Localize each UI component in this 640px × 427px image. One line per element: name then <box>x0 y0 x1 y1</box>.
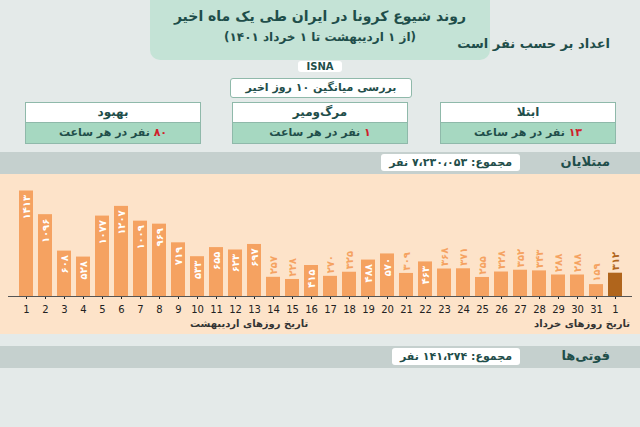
svg-text:۷۱۹: ۷۱۹ <box>173 247 184 265</box>
html-text:بررسی میانگین ۱۰ روز اخیر: بررسی میانگین ۱۰ روز اخیر <box>245 81 397 94</box>
svg-text:29: 29 <box>552 304 565 315</box>
svg-text:24: 24 <box>457 304 470 315</box>
html-text:بهبود: بهبود <box>97 105 129 119</box>
svg-text:۲۸۸: ۲۸۸ <box>572 254 583 272</box>
svg-text:۳۲۸: ۳۲۸ <box>496 251 507 269</box>
svg-text:22: 22 <box>419 304 432 315</box>
svg-text:26: 26 <box>495 304 508 315</box>
svg-text:۴۸۸: ۴۸۸ <box>363 264 374 282</box>
svg-text:۳۶۸: ۳۶۸ <box>439 248 450 266</box>
svg-text:۱۴۱۳: ۱۴۱۳ <box>21 195 32 219</box>
html-text:اعداد بر حسب نفر است: اعداد بر حسب نفر است <box>457 36 610 51</box>
svg-text:1: 1 <box>612 304 618 315</box>
html-text:(از ۱ اردیبهشت تا ۱ خرداد ۱۴۰۱: (از ۱ اردیبهشت تا ۱ خرداد ۱۴۰۱) <box>224 30 416 44</box>
html-text:نفر در هر ساعت: نفر در هر ساعت <box>269 126 364 139</box>
svg-text:۳۷۱: ۳۷۱ <box>458 247 469 265</box>
svg-text:2: 2 <box>42 304 48 315</box>
html-text:۸۰: ۸۰ <box>153 126 168 139</box>
svg-text:9: 9 <box>175 304 181 315</box>
svg-text:4: 4 <box>80 304 86 315</box>
svg-text:16: 16 <box>305 304 318 315</box>
svg-text:7: 7 <box>137 304 143 315</box>
svg-text:17: 17 <box>324 304 337 315</box>
html-text:ابتلا: ابتلا <box>516 105 540 119</box>
svg-text:21: 21 <box>400 304 413 315</box>
svg-text:10: 10 <box>191 304 204 315</box>
svg-text:۳۰۹: ۳۰۹ <box>401 252 412 270</box>
svg-text:19: 19 <box>362 304 375 315</box>
svg-text:۴۶۳: ۴۶۳ <box>420 266 431 284</box>
svg-text:25: 25 <box>476 304 489 315</box>
svg-text:14: 14 <box>267 304 280 315</box>
svg-text:3: 3 <box>61 304 67 315</box>
svg-text:30: 30 <box>571 304 584 315</box>
html-text:تاریخ روزهای اردیبهشت: تاریخ روزهای اردیبهشت <box>190 318 309 329</box>
svg-text:۹۶۹: ۹۶۹ <box>154 228 165 246</box>
svg-text:13: 13 <box>248 304 261 315</box>
svg-text:27: 27 <box>514 304 527 315</box>
html-text:ISNA: ISNA <box>306 61 334 72</box>
svg-text:۲۵۷: ۲۵۷ <box>268 256 279 274</box>
svg-text:11: 11 <box>210 304 223 315</box>
svg-text:۲۷۰: ۲۷۰ <box>325 255 336 273</box>
html-text:۱۳: ۱۳ <box>568 126 583 139</box>
svg-text:۶۲۳: ۶۲۳ <box>230 254 241 272</box>
svg-text:31: 31 <box>590 304 603 315</box>
svg-text:۵۲۸: ۵۲۸ <box>78 261 89 279</box>
svg-text:۶۰۸: ۶۰۸ <box>59 255 70 273</box>
svg-text:28: 28 <box>533 304 546 315</box>
html-text:تاریخ روزهای خرداد: تاریخ روزهای خرداد <box>534 318 630 329</box>
svg-text:۲۲۸: ۲۲۸ <box>287 258 298 276</box>
svg-text:1: 1 <box>23 304 29 315</box>
svg-text:18: 18 <box>343 304 356 315</box>
html-text:روند شیوع کرونا در ایران طی یک: روند شیوع کرونا در ایران طی یک ماه اخیر <box>173 8 467 24</box>
svg-text:8: 8 <box>156 304 162 315</box>
html-text:مجموع: ۷،۲۳۰،۰۵۳ نفر: مجموع: ۷،۲۳۰،۰۵۳ نفر <box>389 156 512 169</box>
svg-text:۳۴۳: ۳۴۳ <box>534 250 545 268</box>
svg-text:۱۲۰۷: ۱۲۰۷ <box>116 210 127 234</box>
svg-text:۳۲۵: ۳۲۵ <box>344 251 355 269</box>
svg-text:5: 5 <box>99 304 105 315</box>
svg-text:15: 15 <box>286 304 299 315</box>
svg-text:۶۹۷: ۶۹۷ <box>249 248 260 266</box>
html-text:مبتلایان: مبتلایان <box>560 154 610 169</box>
html-text:نفر در هر ساعت: نفر در هر ساعت <box>473 126 569 139</box>
svg-text:۱۰۹۶: ۱۰۹۶ <box>40 219 51 243</box>
svg-text:۵۷۰: ۵۷۰ <box>382 258 393 276</box>
svg-text:۱۵۹: ۱۵۹ <box>591 263 602 281</box>
svg-text:12: 12 <box>229 304 242 315</box>
svg-text:۱۰۷۷: ۱۰۷۷ <box>97 220 108 244</box>
html-text:۱: ۱ <box>364 126 371 139</box>
svg-text:۴۱۵: ۴۱۵ <box>306 270 317 288</box>
svg-text:۵۳۳: ۵۳۳ <box>192 261 203 279</box>
svg-text:20: 20 <box>381 304 394 315</box>
svg-text:۲۸۸: ۲۸۸ <box>553 254 564 272</box>
svg-text:۳۱۲: ۳۱۲ <box>610 252 621 270</box>
svg-text:۳۵۲: ۳۵۲ <box>515 249 526 267</box>
svg-text:۲۵۵: ۲۵۵ <box>477 256 488 274</box>
svg-text:6: 6 <box>118 304 124 315</box>
svg-text:23: 23 <box>438 304 451 315</box>
html-text:مرگ‌ومیر: مرگ‌ومیر <box>292 105 348 119</box>
html-text:فوتی‌ها: فوتی‌ها <box>561 348 610 363</box>
svg-text:۱۰۰۹: ۱۰۰۹ <box>135 225 146 249</box>
html-text:نفر در هر ساعت: نفر در هر ساعت <box>58 126 154 139</box>
svg-text:۶۵۵: ۶۵۵ <box>211 252 222 270</box>
html-text:مجموع: ۱۴۱،۲۷۴ نفر: مجموع: ۱۴۱،۲۷۴ نفر <box>400 350 512 363</box>
